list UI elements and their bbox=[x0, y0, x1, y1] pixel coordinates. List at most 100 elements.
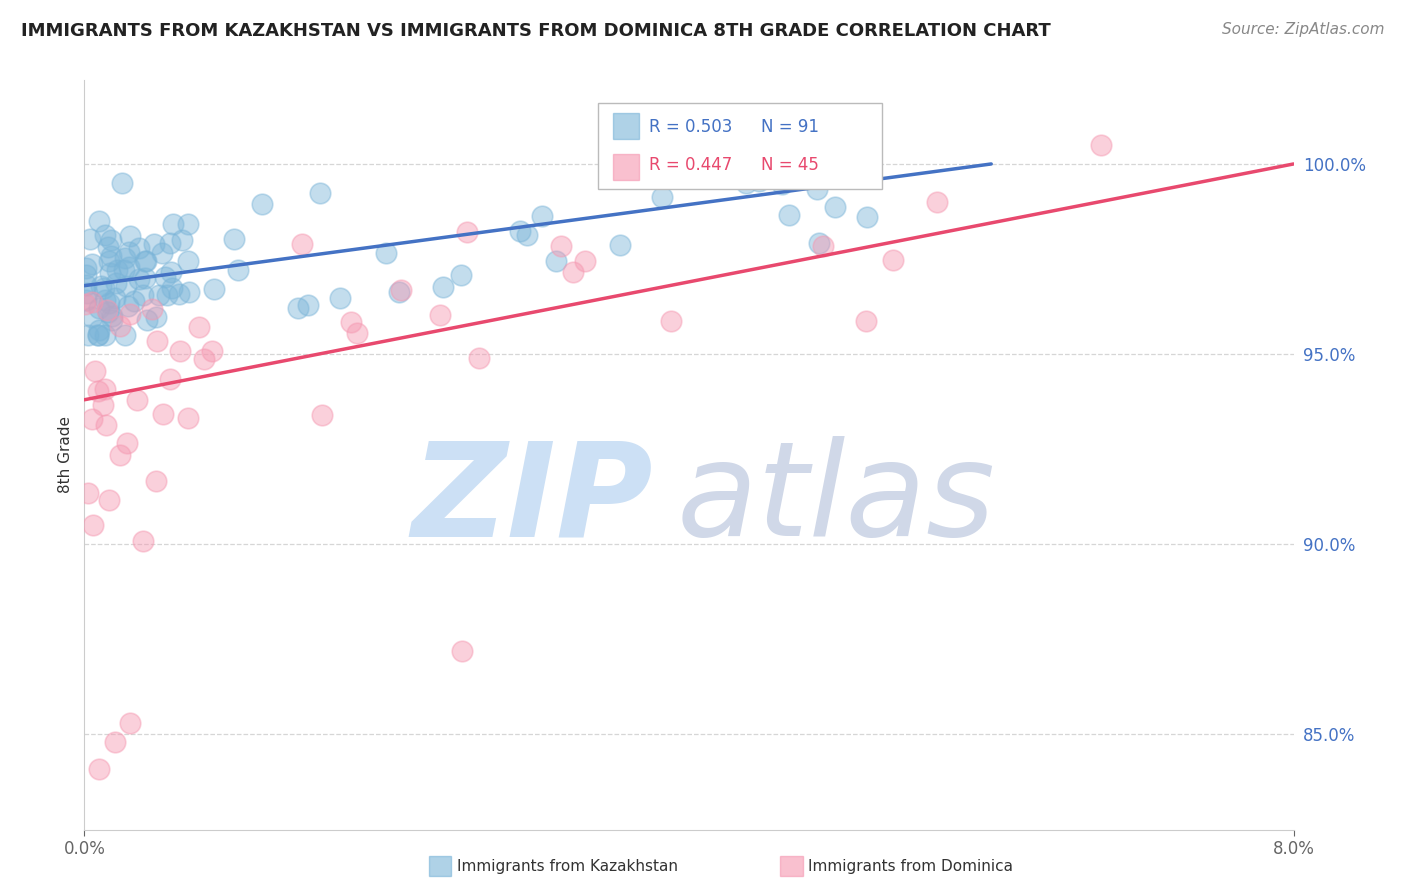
Point bbox=[468, 351, 491, 366]
Point bbox=[114, 328, 136, 343]
Text: IMMIGRANTS FROM KAZAKHSTAN VS IMMIGRANTS FROM DOMINICA 8TH GRADE CORRELATION CHA: IMMIGRANTS FROM KAZAKHSTAN VS IMMIGRANTS… bbox=[21, 22, 1050, 40]
Point bbox=[201, 343, 224, 358]
Point bbox=[291, 237, 314, 252]
Point bbox=[179, 285, 201, 299]
Point bbox=[311, 408, 333, 422]
Y-axis label: 8th Grade: 8th Grade bbox=[58, 417, 73, 493]
Point bbox=[104, 276, 127, 290]
Point bbox=[297, 298, 319, 312]
Point bbox=[287, 301, 309, 316]
Point bbox=[97, 305, 120, 319]
Point bbox=[76, 486, 98, 500]
Point bbox=[855, 210, 877, 224]
Point bbox=[778, 208, 800, 222]
Point bbox=[114, 252, 136, 266]
Point bbox=[97, 253, 120, 268]
Point bbox=[690, 155, 713, 169]
Point bbox=[811, 239, 834, 253]
Point bbox=[389, 283, 412, 297]
Point bbox=[118, 260, 141, 274]
Point bbox=[162, 217, 184, 231]
Point bbox=[100, 249, 122, 263]
Point bbox=[807, 236, 830, 251]
Point bbox=[177, 411, 200, 425]
Point bbox=[188, 320, 211, 334]
Point bbox=[93, 328, 115, 343]
Point bbox=[111, 176, 134, 190]
Point bbox=[135, 254, 157, 268]
Point bbox=[450, 268, 472, 282]
FancyBboxPatch shape bbox=[613, 112, 640, 139]
Point bbox=[125, 393, 148, 408]
Point bbox=[136, 313, 159, 327]
Point bbox=[160, 265, 183, 279]
Point bbox=[112, 263, 135, 277]
Point bbox=[150, 246, 173, 260]
Point bbox=[661, 314, 683, 328]
Point bbox=[82, 295, 104, 310]
Point bbox=[388, 285, 411, 299]
Point bbox=[609, 237, 631, 252]
Point bbox=[509, 223, 531, 237]
Point bbox=[90, 279, 112, 293]
Point bbox=[156, 287, 179, 301]
Point bbox=[222, 232, 245, 246]
Point bbox=[855, 314, 877, 328]
Point bbox=[108, 449, 131, 463]
Point bbox=[93, 382, 115, 396]
Point bbox=[134, 253, 156, 268]
Text: R = 0.447: R = 0.447 bbox=[650, 156, 733, 174]
Point bbox=[735, 177, 758, 191]
Point bbox=[118, 244, 141, 259]
Point bbox=[550, 239, 572, 253]
Point bbox=[86, 328, 108, 343]
Point bbox=[89, 762, 111, 776]
Point bbox=[87, 323, 110, 337]
Point bbox=[98, 296, 121, 310]
Point bbox=[145, 475, 167, 489]
Point bbox=[82, 518, 104, 533]
Point bbox=[79, 232, 101, 246]
Point bbox=[84, 364, 107, 378]
Point bbox=[94, 293, 117, 307]
Point bbox=[118, 228, 141, 243]
Point bbox=[76, 285, 98, 300]
Point bbox=[101, 312, 124, 326]
Point bbox=[128, 241, 150, 255]
Text: N = 45: N = 45 bbox=[762, 156, 820, 174]
Point bbox=[75, 293, 97, 307]
Point bbox=[169, 344, 191, 359]
Point bbox=[142, 237, 165, 252]
Point bbox=[882, 253, 904, 268]
Point bbox=[75, 261, 97, 276]
Point bbox=[97, 493, 120, 508]
Point bbox=[98, 266, 121, 280]
Point bbox=[177, 254, 200, 268]
Point bbox=[152, 407, 174, 421]
Point bbox=[115, 279, 138, 293]
Point bbox=[159, 372, 181, 386]
Point bbox=[104, 735, 127, 749]
Point bbox=[155, 270, 177, 285]
Point bbox=[1090, 137, 1112, 152]
Point bbox=[75, 297, 97, 311]
Point bbox=[309, 186, 332, 200]
Point bbox=[172, 234, 194, 248]
Text: ZIP: ZIP bbox=[411, 436, 652, 564]
Point bbox=[574, 254, 596, 268]
Point bbox=[451, 644, 474, 658]
Point bbox=[806, 182, 828, 196]
Point bbox=[122, 294, 145, 309]
Text: N = 91: N = 91 bbox=[762, 118, 820, 136]
Point bbox=[94, 228, 117, 243]
Point bbox=[96, 302, 118, 317]
Point bbox=[824, 200, 846, 214]
Point bbox=[250, 197, 273, 211]
Point bbox=[516, 228, 538, 243]
FancyBboxPatch shape bbox=[599, 103, 883, 189]
Point bbox=[748, 174, 770, 188]
Point bbox=[117, 299, 139, 313]
Point bbox=[226, 262, 249, 277]
Point bbox=[93, 281, 115, 295]
Point bbox=[329, 291, 352, 305]
